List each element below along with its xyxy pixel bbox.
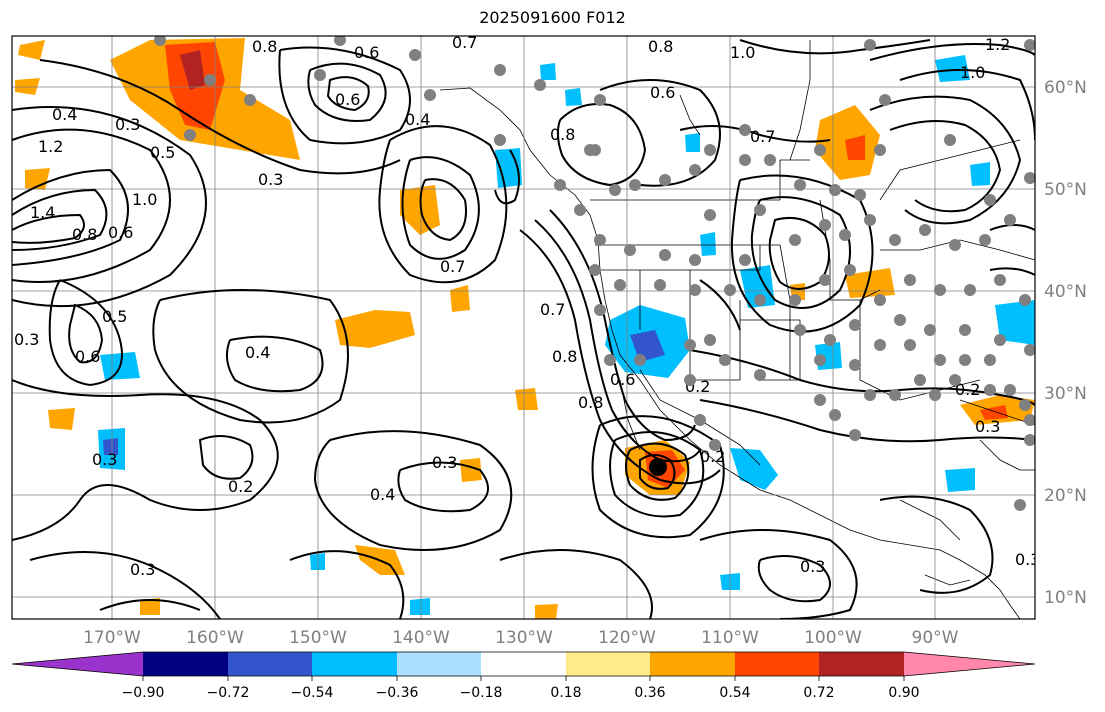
lat-label: 50°N <box>1044 180 1087 200</box>
contour-label: 0.3 <box>258 170 283 189</box>
lat-label: 20°N <box>1044 486 1087 506</box>
colorbar-segment <box>650 652 735 676</box>
contour-label: 0.4 <box>405 110 430 129</box>
lon-label: 120°W <box>598 628 656 648</box>
contour-label: 0.8 <box>252 37 277 56</box>
lon-label: 170°W <box>83 628 141 648</box>
colorbar-segment <box>143 652 228 676</box>
contour-label: 0.8 <box>648 37 673 56</box>
map-title: 2025091600 F012 <box>479 8 626 27</box>
contour-label: 0.5 <box>102 307 127 326</box>
contour-layer <box>12 39 1035 619</box>
contour-label: 0.6 <box>650 83 675 102</box>
contour-label: 0.3 <box>130 560 155 579</box>
contour-label: 0.6 <box>75 347 100 366</box>
contour-label: 0.2 <box>955 380 980 399</box>
lat-label: 40°N <box>1044 282 1087 302</box>
contour-label: 0.3 <box>115 115 140 134</box>
contour-label: 0.2 <box>700 447 725 466</box>
station-dots <box>154 36 1035 511</box>
colorbar-label: −0.72 <box>207 685 250 701</box>
contour-label: 0.4 <box>370 485 395 504</box>
contour-label: 0.3 <box>800 557 825 576</box>
contour-label: 0.3 <box>1015 550 1040 569</box>
colorbar-label: 0.72 <box>803 685 834 701</box>
colorbar-segment <box>735 652 819 676</box>
contour-label: 0.6 <box>610 370 635 389</box>
contour-label: 0.3 <box>432 453 457 472</box>
contour-label: 0.7 <box>540 300 565 319</box>
colorbar-segment <box>312 652 397 676</box>
storm-center-marker <box>649 458 667 476</box>
latitude-labels: 60°N 50°N 40°N 30°N 20°N 10°N <box>1044 78 1087 608</box>
longitude-labels: 170°W 160°W 150°W 140°W 130°W 120°W 110°… <box>83 628 959 648</box>
map-frame <box>11 35 1036 620</box>
contour-label: 1.0 <box>730 43 755 62</box>
lat-label: 10°N <box>1044 588 1087 608</box>
lat-label: 60°N <box>1044 78 1087 98</box>
colorbar-label: −0.18 <box>460 685 503 701</box>
colorbar-label: −0.36 <box>376 685 419 701</box>
contour-label: 0.6 <box>335 90 360 109</box>
contour-label: 0.4 <box>245 343 270 362</box>
contour-label: 0.7 <box>452 33 477 52</box>
contour-label: 0.8 <box>550 125 575 144</box>
lon-label: 150°W <box>289 628 347 648</box>
contour-label: 0.8 <box>578 393 603 412</box>
colorbar-arrow-left <box>12 652 143 676</box>
colorbar-segment <box>481 652 566 676</box>
colorbar-label: 0.54 <box>719 685 750 701</box>
contour-label: 1.0 <box>960 63 985 82</box>
colorbar-arrow-right <box>904 652 1035 676</box>
colorbar: −0.90 −0.72 −0.54 −0.36 −0.18 0.18 0.36 … <box>11 651 1036 701</box>
contour-label: 0.6 <box>108 223 133 242</box>
lon-label: 100°W <box>804 628 862 648</box>
colorbar-segment <box>819 652 904 676</box>
lon-label: 140°W <box>392 628 450 648</box>
contour-label: 1.4 <box>30 203 55 222</box>
contour-label: 0.7 <box>440 257 465 276</box>
lon-label: 110°W <box>701 628 759 648</box>
lon-label: 130°W <box>495 628 553 648</box>
colorbar-label: −0.90 <box>122 685 165 701</box>
lon-label: 90°W <box>912 628 959 648</box>
colorbar-segment <box>566 652 650 676</box>
colorbar-label: 0.18 <box>550 685 581 701</box>
contour-label: 0.3 <box>14 330 39 349</box>
lon-label: 160°W <box>186 628 244 648</box>
contour-label: 0.7 <box>750 127 775 146</box>
shading-layer <box>15 38 1035 619</box>
contour-label: 0.3 <box>92 450 117 469</box>
colorbar-segment <box>228 652 312 676</box>
contour-label: 0.5 <box>150 143 175 162</box>
colorbar-label: 0.36 <box>634 685 665 701</box>
contour-labels: 0.8 0.6 0.7 0.8 1.0 1.2 1.0 0.4 0.3 0.5 … <box>14 33 1040 579</box>
colorbar-segment <box>397 652 481 676</box>
colorbar-label: 0.90 <box>888 685 919 701</box>
contour-label: 0.8 <box>72 225 97 244</box>
contour-label: 0.6 <box>354 43 379 62</box>
contour-label: 0.8 <box>552 347 577 366</box>
contour-label: 0.3 <box>975 417 1000 436</box>
contour-label: 1.2 <box>985 35 1010 54</box>
colorbar-label: −0.54 <box>291 685 334 701</box>
boundaries-layer <box>439 40 1035 619</box>
lat-label: 30°N <box>1044 384 1087 404</box>
contour-label: 1.2 <box>38 137 63 156</box>
contour-label: 1.0 <box>132 190 157 209</box>
contour-label: 0.2 <box>228 477 253 496</box>
contour-label: 0.4 <box>52 105 77 124</box>
